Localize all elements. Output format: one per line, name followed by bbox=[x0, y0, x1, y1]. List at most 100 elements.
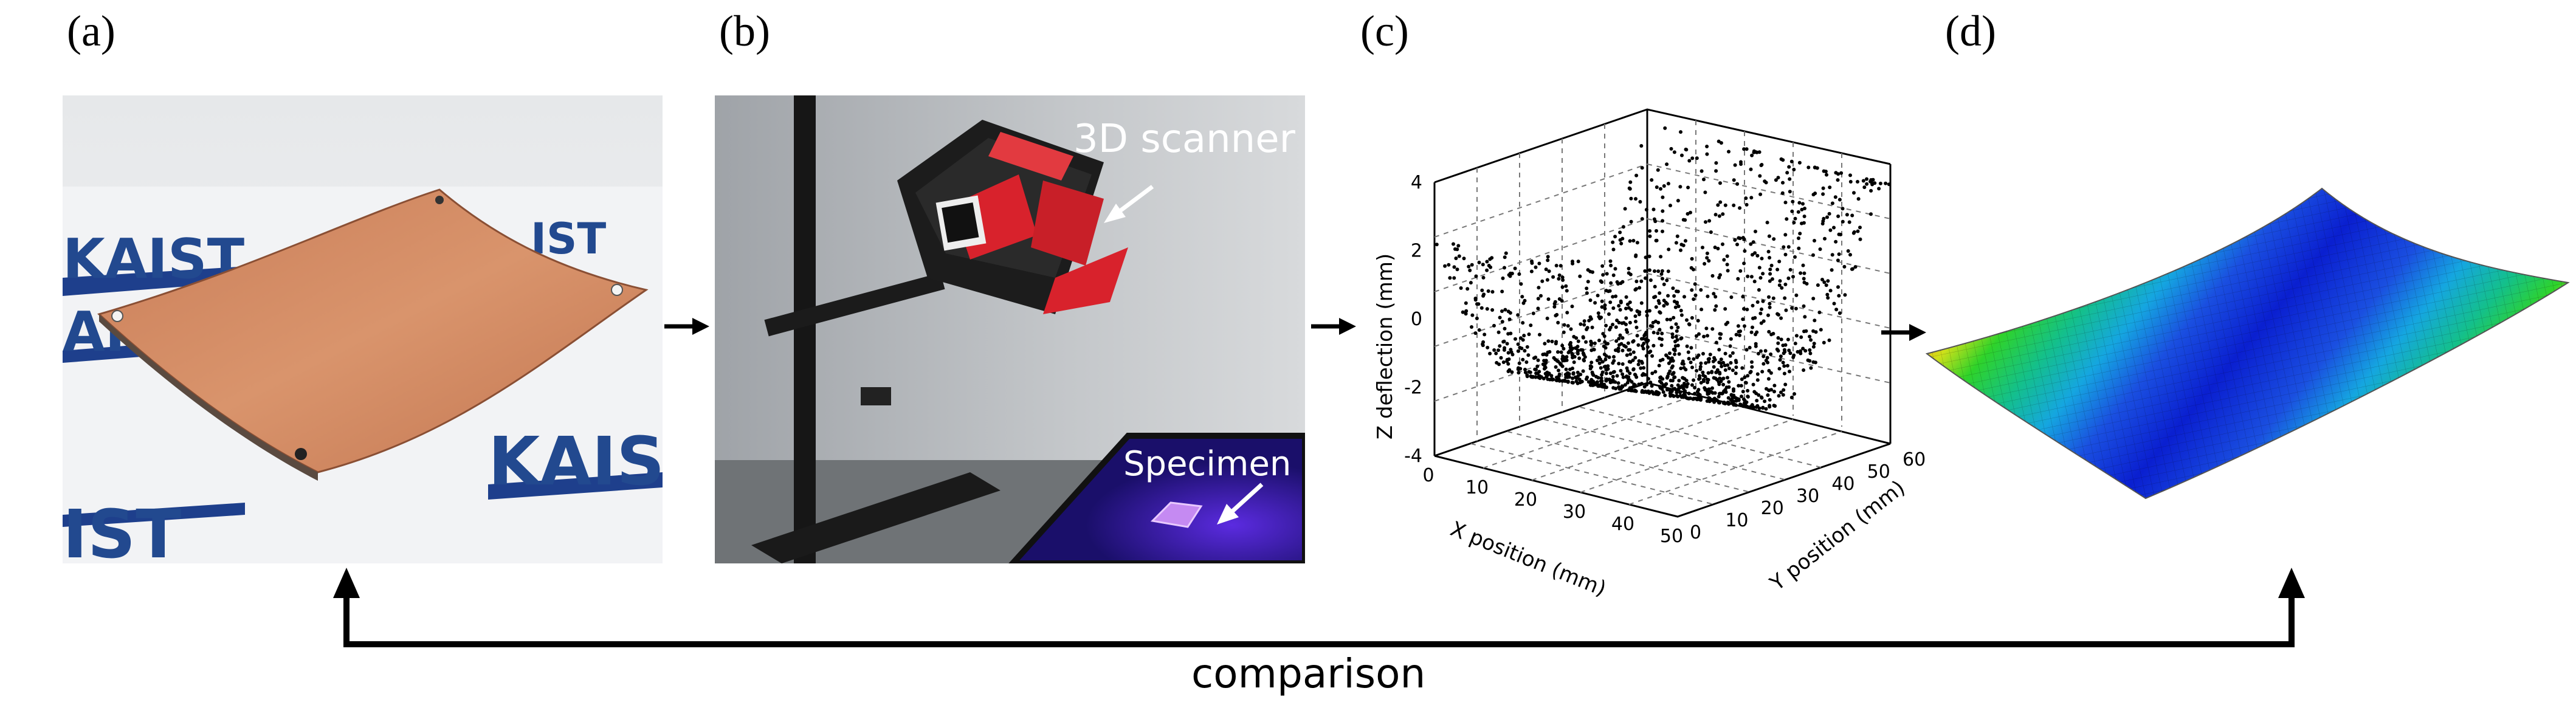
cloud-point bbox=[1763, 399, 1767, 404]
cloud-point bbox=[1768, 397, 1772, 402]
cloud-point bbox=[1645, 382, 1649, 387]
cloud-point bbox=[1797, 246, 1801, 250]
cloud-point bbox=[1632, 389, 1636, 393]
cloud-point bbox=[1815, 166, 1819, 170]
cloud-point bbox=[1738, 206, 1742, 210]
cloud-point bbox=[1667, 371, 1671, 376]
cloud-point bbox=[1847, 220, 1851, 224]
cloud-point bbox=[1464, 312, 1468, 316]
cloud-point bbox=[1690, 365, 1694, 370]
cloud-point bbox=[1627, 266, 1631, 270]
cloud-point bbox=[1651, 207, 1656, 212]
cloud-point bbox=[1786, 245, 1791, 249]
cloud-point bbox=[1884, 181, 1888, 185]
cloud-point bbox=[1468, 268, 1472, 272]
cloud-point bbox=[1668, 351, 1672, 356]
cloud-point bbox=[1769, 352, 1773, 356]
cloud-point bbox=[1818, 247, 1822, 251]
cloud-point bbox=[1728, 354, 1732, 358]
cloud-point bbox=[1749, 242, 1753, 246]
cloud-point bbox=[1669, 317, 1673, 322]
cloud-point bbox=[1737, 236, 1741, 240]
cloud-point bbox=[1788, 190, 1792, 194]
cloud-point bbox=[1717, 348, 1721, 352]
cloud-point bbox=[1802, 221, 1806, 225]
cloud-point bbox=[1731, 368, 1735, 373]
cloud-point bbox=[1586, 268, 1590, 272]
cloud-point bbox=[1620, 362, 1625, 366]
cloud-point bbox=[1832, 225, 1836, 230]
cloud-point bbox=[1741, 295, 1745, 299]
cloud-point bbox=[1434, 243, 1439, 247]
cloud-point bbox=[1628, 352, 1633, 356]
cloud-point bbox=[1619, 281, 1623, 285]
cloud-point bbox=[1811, 253, 1815, 257]
cloud-point bbox=[1822, 280, 1827, 284]
cloud-point bbox=[1648, 229, 1652, 233]
cloud-point bbox=[1705, 256, 1709, 260]
cloud-point bbox=[1825, 173, 1828, 177]
cloud-point bbox=[1593, 301, 1597, 305]
cloud-point bbox=[1675, 394, 1679, 397]
cloud-point bbox=[1771, 296, 1775, 300]
cloud-point bbox=[1821, 192, 1825, 196]
cloud-point bbox=[1620, 384, 1624, 388]
cloud-point bbox=[1607, 355, 1611, 359]
cloud-point bbox=[1611, 273, 1616, 277]
cloud-point bbox=[1504, 251, 1508, 255]
cloud-point bbox=[1648, 309, 1651, 313]
cloud-point bbox=[1681, 376, 1685, 380]
cloud-point bbox=[1679, 248, 1682, 252]
cloud-point bbox=[1767, 369, 1771, 373]
cloud-point bbox=[1741, 236, 1745, 240]
cloud-point bbox=[1630, 380, 1634, 384]
cloud-point bbox=[1742, 147, 1746, 151]
cloud-point bbox=[1614, 294, 1618, 298]
cloud-point bbox=[1764, 407, 1768, 411]
cloud-point bbox=[1716, 203, 1720, 207]
cloud-point bbox=[1636, 343, 1641, 347]
cloud-point bbox=[1823, 236, 1827, 241]
cloud-point bbox=[1517, 272, 1521, 276]
cloud-point bbox=[1680, 384, 1684, 388]
cloud-point bbox=[1638, 286, 1642, 290]
cloud-point bbox=[1639, 144, 1644, 148]
cloud-point bbox=[1526, 353, 1531, 357]
cloud-point bbox=[1616, 381, 1620, 385]
cloud-point bbox=[1565, 372, 1569, 376]
cloud-point bbox=[1665, 376, 1669, 380]
x-tick-label: 10 bbox=[1465, 477, 1489, 498]
cloud-point bbox=[1608, 328, 1612, 332]
cloud-point bbox=[1597, 315, 1601, 318]
cloud-point bbox=[1718, 181, 1722, 185]
cloud-point bbox=[1629, 219, 1633, 224]
cloud-point bbox=[1661, 277, 1664, 281]
cloud-point bbox=[1842, 264, 1847, 269]
cloud-point bbox=[1623, 207, 1627, 211]
cloud-point bbox=[1735, 243, 1739, 247]
cloud-point bbox=[1732, 178, 1736, 182]
cloud-point bbox=[1740, 377, 1744, 381]
cloud-point bbox=[1457, 254, 1461, 258]
cloud-point bbox=[1678, 185, 1682, 189]
cloud-point bbox=[1648, 268, 1651, 272]
cloud-point bbox=[1552, 301, 1557, 306]
cloud-point bbox=[1735, 182, 1740, 186]
cloud-point bbox=[1751, 325, 1754, 329]
cloud-point bbox=[1758, 276, 1763, 280]
cloud-point bbox=[1798, 232, 1802, 236]
cloud-point bbox=[1617, 385, 1621, 389]
cloud-point bbox=[1686, 382, 1690, 386]
cloud-point bbox=[1754, 229, 1757, 233]
cloud-point bbox=[1670, 364, 1675, 368]
cloud-point bbox=[1858, 237, 1862, 241]
cloud-point bbox=[1780, 191, 1785, 195]
cloud-point bbox=[1727, 150, 1731, 154]
cloud-point bbox=[1761, 299, 1765, 303]
cloud-point bbox=[1631, 367, 1636, 371]
cloud-point bbox=[1729, 337, 1733, 341]
cloud-point bbox=[1554, 378, 1558, 382]
cloud-point bbox=[1621, 225, 1625, 229]
cloud-point bbox=[1525, 374, 1529, 379]
photo-kaist-plate: KAIST AIST KAIS IST IST bbox=[63, 95, 663, 563]
